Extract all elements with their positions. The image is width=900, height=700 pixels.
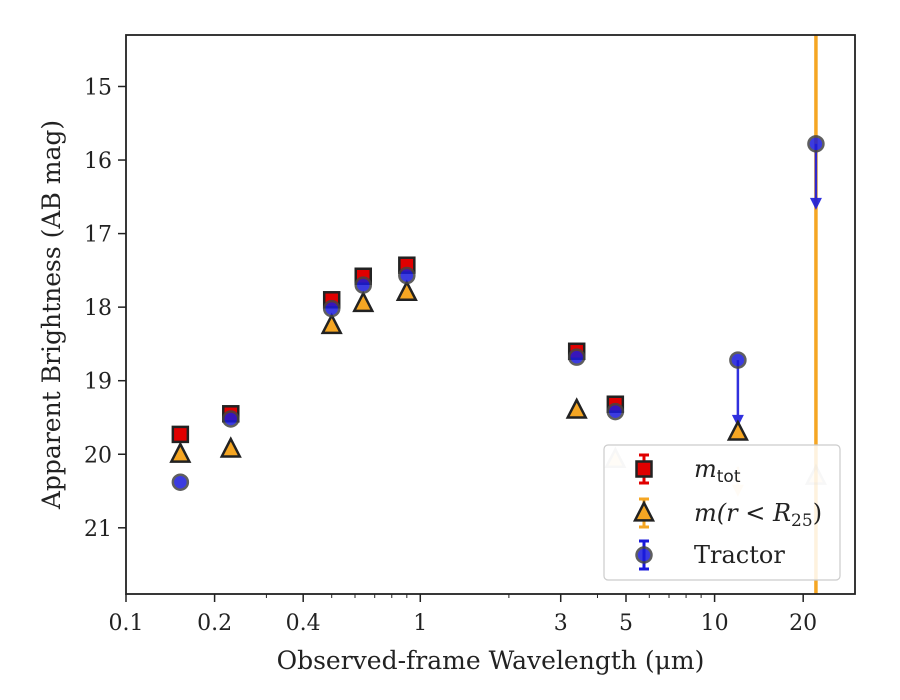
legend-label-sub: tot: [717, 467, 741, 487]
data-point-tractor: [222, 410, 240, 428]
legend-label-m: m: [694, 499, 717, 527]
y-tick-label: 21: [84, 517, 112, 542]
y-tick-label: 17: [84, 223, 112, 248]
x-tick-label: 0.1: [109, 611, 144, 636]
x-tick-label: 20: [789, 611, 817, 636]
data-point-mr25: [395, 279, 418, 302]
x-tick-label: 5: [619, 611, 633, 636]
data-point-mr25: [726, 419, 749, 441]
upper-limit-arrow: [731, 360, 744, 427]
x-tick-label: 1: [413, 611, 427, 636]
data-point-tractor: [171, 473, 190, 491]
data-point-mr25: [219, 436, 242, 458]
legend-label-close: ): [813, 499, 822, 527]
data-point-mr25: [320, 312, 343, 335]
data-point-mr25: [352, 290, 375, 313]
plot-frame: [125, 34, 856, 595]
data-point-tractor: [729, 351, 747, 369]
x-axis-label: Observed-frame Wavelength (μm): [277, 646, 705, 675]
legend-label-rest: (r < R: [717, 499, 791, 527]
y-tick-label: 19: [84, 370, 112, 395]
legend-marker-tractor: [635, 546, 653, 564]
data-point-mr25: [169, 441, 192, 463]
data-point-tractor: [398, 266, 416, 285]
legend-label-mr25: m(r < R25): [694, 499, 822, 531]
data-point-mtot: [171, 425, 190, 444]
axis-ticks: 0.1 0.2 0.4 1 3 5 10 20 15 16 17 18 19 20 21: [84, 75, 817, 636]
data-point-tractor: [322, 299, 341, 318]
data-point-mr25: [565, 397, 588, 419]
y-axis-label: Apparent Brightness (AB mag): [37, 120, 66, 510]
data-point-tractor: [567, 348, 586, 366]
y-tick-label: 18: [84, 296, 112, 321]
y-tick-label: 16: [84, 149, 112, 174]
legend-marker-mtot: [635, 460, 653, 478]
legend-box: [603, 444, 841, 581]
x-tick-label: 0.4: [286, 611, 321, 636]
legend-marker-mr25: [632, 500, 656, 522]
legend-label-tractor: Tractor: [694, 541, 785, 569]
upper-limit-arrow: [809, 143, 822, 210]
y-tick-label: 20: [84, 443, 112, 468]
legend-label-sub: 25: [791, 511, 813, 531]
arrow-head: [809, 197, 822, 210]
x-tick-label: 0.2: [197, 611, 232, 636]
legend-label-m: m: [694, 455, 717, 483]
x-tick-label: 3: [554, 611, 568, 636]
y-tick-label: 15: [84, 75, 112, 100]
data-marks: [169, 135, 827, 497]
data-point-tractor: [807, 135, 825, 153]
data-point-tractor: [354, 276, 373, 294]
legend-label-mtot: mtot: [694, 455, 741, 487]
x-tick-label: 10: [701, 611, 729, 636]
data-point-tractor: [606, 402, 625, 421]
